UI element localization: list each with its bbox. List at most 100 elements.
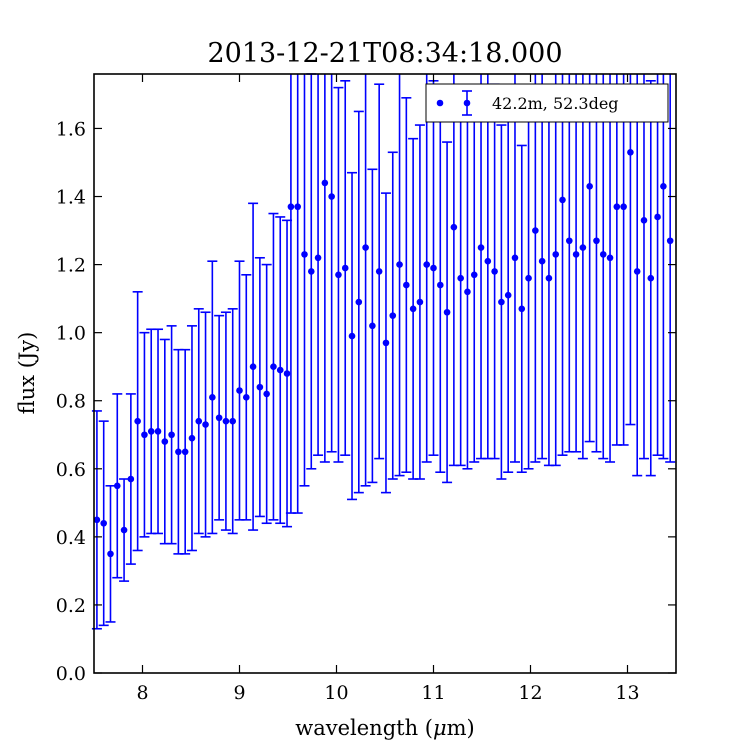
data-marker	[375, 268, 383, 275]
data-marker	[640, 217, 648, 224]
data-point	[598, 74, 609, 460]
data-marker	[188, 434, 196, 442]
data-point	[282, 219, 293, 528]
data-marker	[430, 264, 437, 272]
data-marker	[538, 257, 546, 265]
data-point	[268, 212, 279, 521]
data-marker	[321, 179, 329, 187]
x-tick-label: 8	[136, 682, 148, 704]
data-point	[537, 74, 548, 460]
y-tick-label: 0.6	[56, 459, 86, 481]
data-marker	[498, 298, 505, 306]
data-marker	[416, 298, 424, 306]
data-marker	[202, 421, 209, 428]
data-point	[476, 74, 487, 460]
data-point	[632, 74, 643, 477]
data-point	[482, 74, 493, 460]
data-marker	[242, 394, 250, 401]
data-point	[159, 338, 170, 545]
data-marker	[355, 298, 363, 306]
data-point	[448, 74, 459, 467]
legend-dot	[463, 99, 471, 107]
data-marker	[403, 281, 410, 289]
data-point	[374, 83, 385, 460]
data-point	[347, 171, 358, 501]
data-point	[380, 192, 391, 494]
data-point	[652, 74, 663, 456]
x-tick-label: 13	[615, 682, 639, 704]
chart-title: 2013-12-21T08:34:18.000	[207, 38, 562, 69]
data-point	[543, 90, 554, 467]
data-marker	[209, 394, 216, 401]
y-tick-label: 1.4	[56, 187, 86, 209]
data-marker	[215, 414, 223, 422]
data-marker	[586, 183, 593, 190]
y-tick-label: 1.6	[56, 118, 86, 140]
data-point	[367, 168, 378, 484]
x-tick-label: 10	[324, 682, 348, 704]
data-point	[605, 74, 616, 463]
data-marker	[572, 251, 580, 258]
data-marker	[579, 244, 587, 251]
data-point	[489, 83, 500, 460]
data-marker	[236, 387, 243, 394]
data-point	[503, 117, 514, 473]
data-point	[550, 74, 561, 467]
data-point	[387, 151, 398, 480]
data-point	[98, 420, 109, 627]
x-tick-label: 12	[518, 682, 542, 704]
data-point	[200, 311, 211, 538]
data-marker	[229, 417, 237, 425]
data-marker	[511, 254, 519, 262]
data-point	[153, 328, 164, 535]
data-marker	[294, 203, 302, 211]
data-point	[241, 274, 252, 521]
data-point	[193, 308, 204, 535]
data-point	[428, 80, 439, 456]
y-tick-label: 1.2	[56, 255, 86, 277]
data-marker	[222, 417, 230, 425]
data-point	[261, 263, 272, 525]
data-point	[571, 74, 582, 453]
data-point	[292, 74, 303, 514]
data-marker	[660, 183, 667, 190]
data-point	[173, 348, 184, 555]
axes-layer: 8 9 10 11 12 13 0.0 0.2 0.4 0.6 0.8 1.0 1.2 1.4 1.6	[56, 74, 676, 704]
data-point	[313, 74, 324, 456]
data-point	[591, 74, 602, 453]
data-marker	[654, 213, 661, 221]
data-point	[125, 393, 136, 565]
data-marker	[620, 203, 627, 211]
data-point	[119, 478, 130, 582]
data-point	[442, 141, 453, 484]
data-point	[530, 74, 541, 463]
data-marker	[168, 431, 175, 439]
x-tick-label: 9	[233, 682, 245, 704]
data-marker	[423, 261, 431, 268]
data-marker	[120, 526, 128, 534]
data-point	[146, 328, 157, 535]
data-marker	[443, 308, 451, 316]
data-marker	[504, 291, 512, 299]
data-marker	[613, 203, 621, 211]
y-tick-label: 0.2	[56, 595, 86, 617]
data-point	[625, 74, 636, 426]
data-marker	[263, 390, 270, 398]
data-point	[516, 144, 527, 473]
data-marker	[276, 366, 284, 374]
data-marker	[633, 268, 641, 275]
data-marker	[369, 322, 376, 330]
data-marker	[283, 370, 291, 377]
data-marker	[545, 274, 553, 282]
data-point	[306, 73, 317, 470]
data-point	[132, 291, 143, 552]
data-point	[577, 74, 588, 460]
data-marker	[464, 288, 471, 296]
data-point	[105, 485, 116, 623]
data-point	[275, 216, 286, 525]
data-point	[180, 348, 191, 555]
data-marker	[301, 251, 308, 258]
data-marker	[484, 257, 492, 265]
data-marker	[107, 550, 114, 558]
data-marker	[389, 312, 397, 319]
